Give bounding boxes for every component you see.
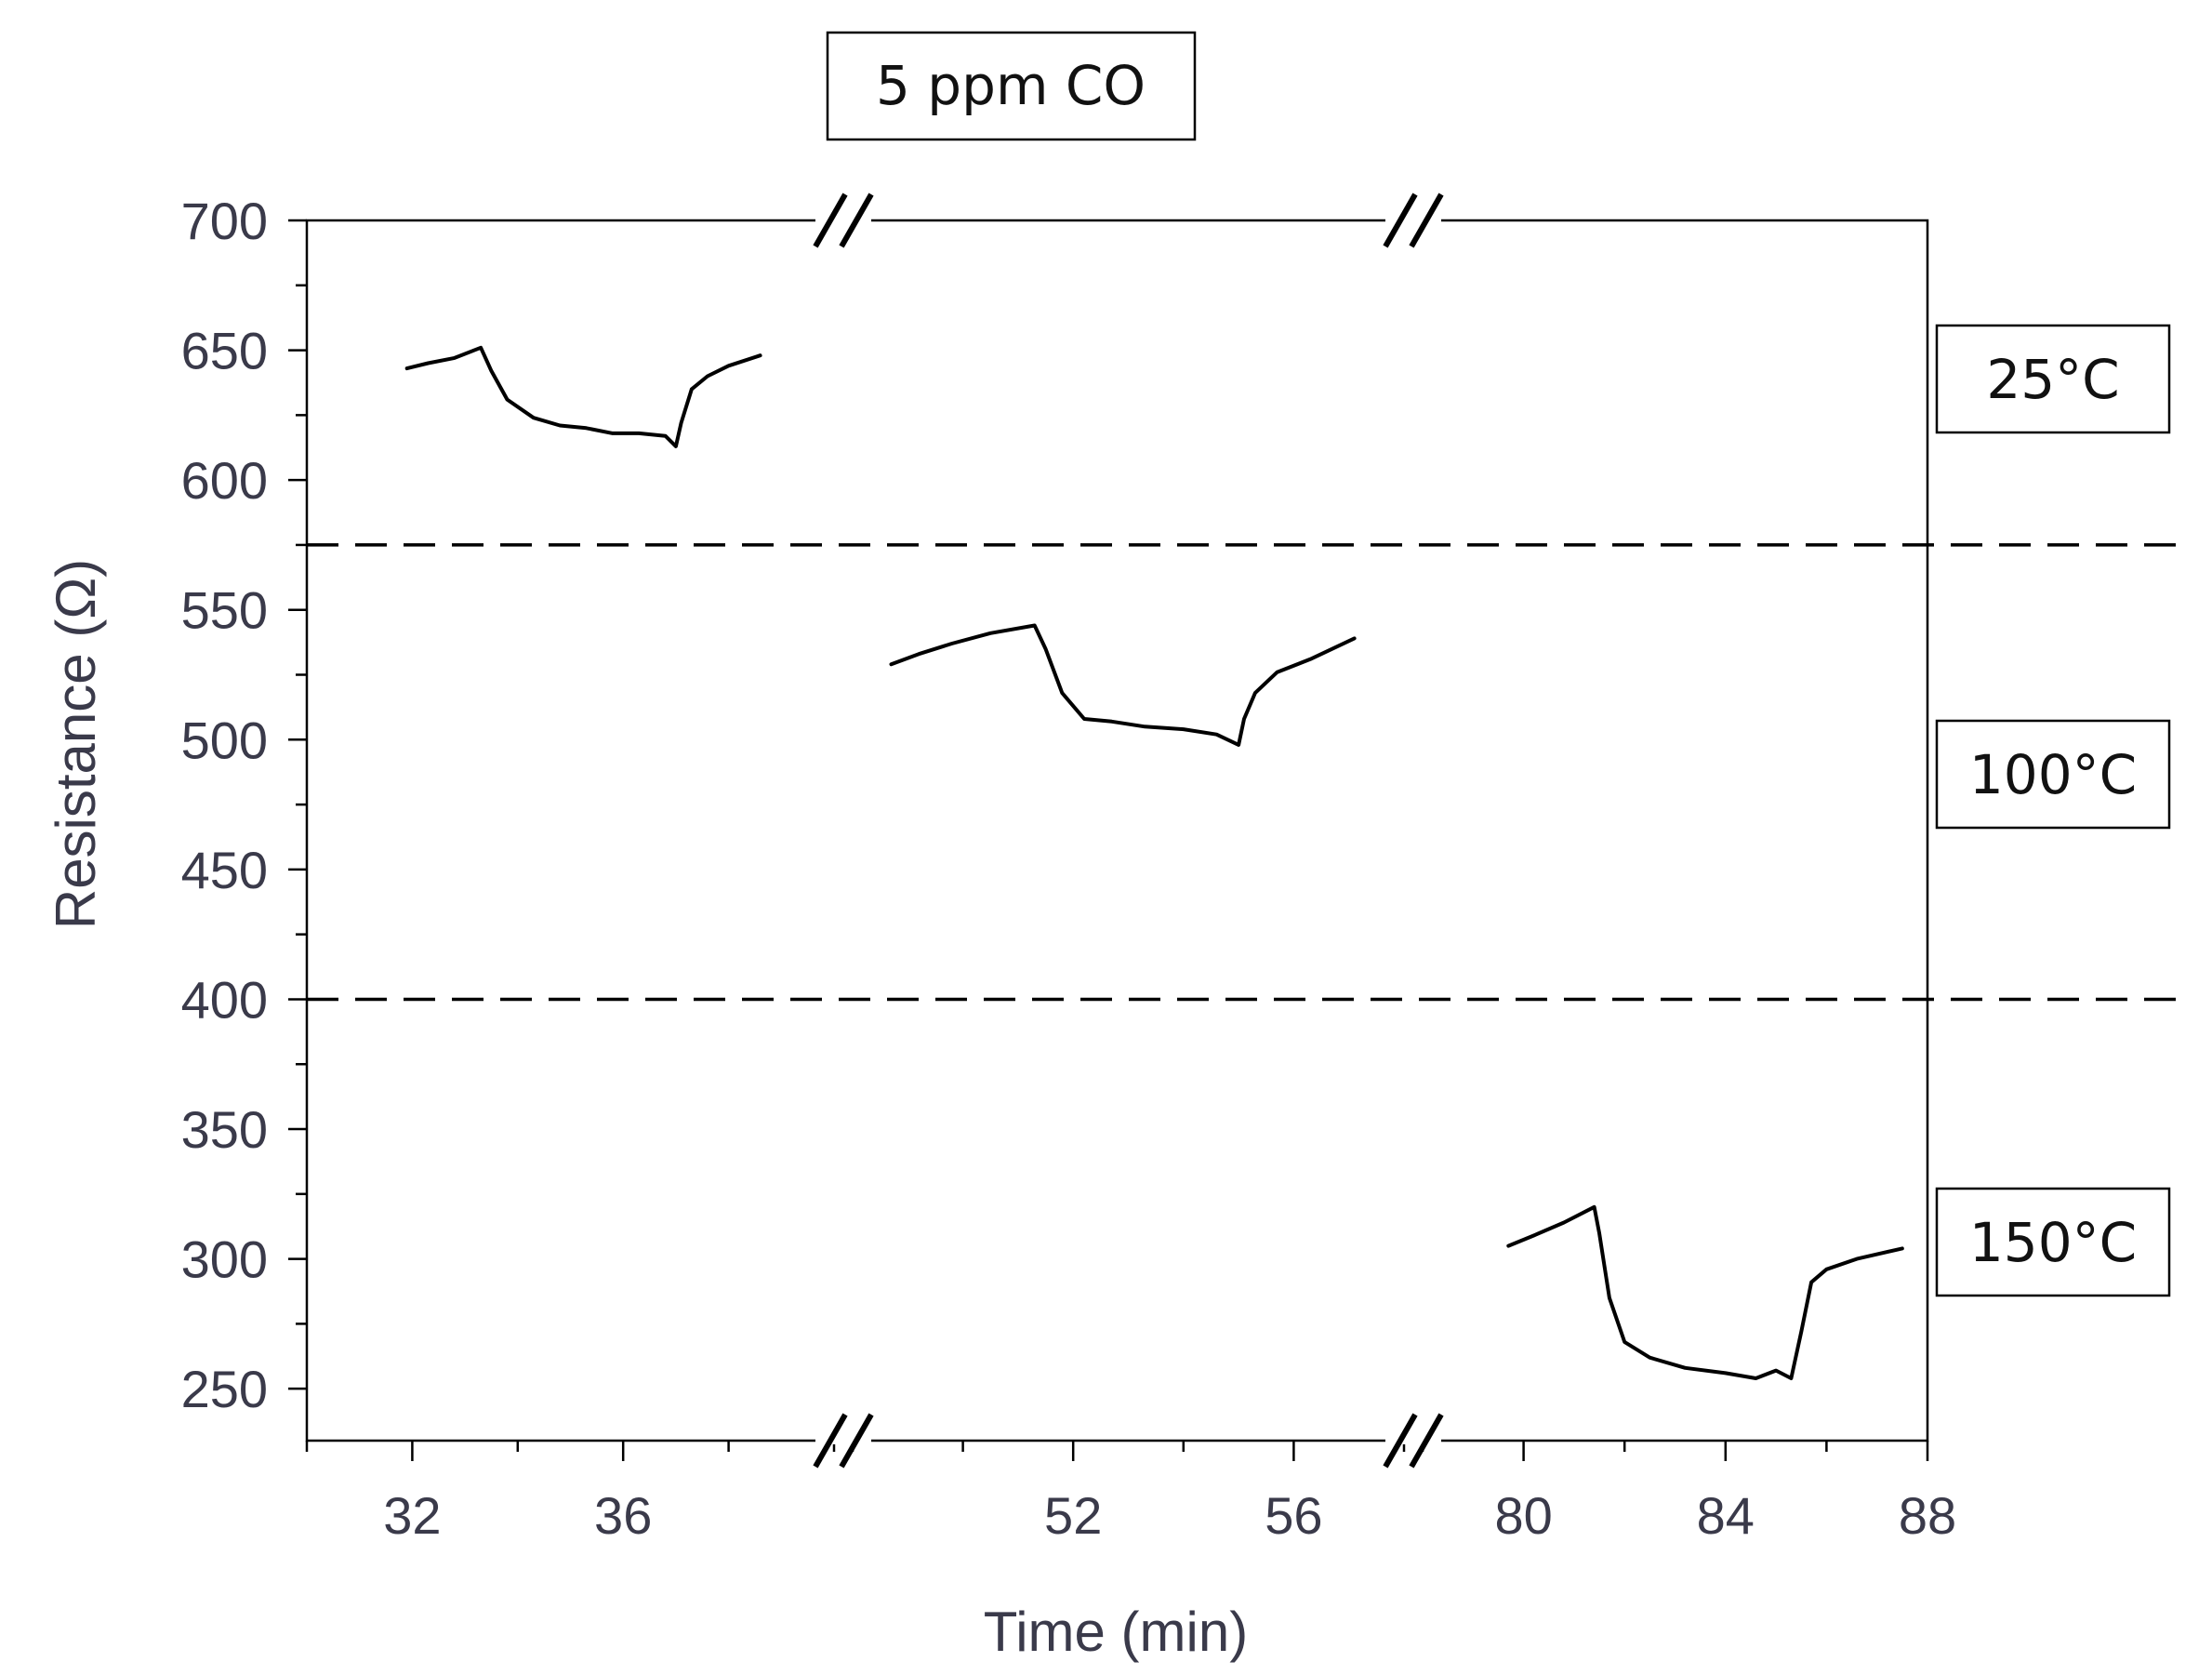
reference-lines [307,543,2180,1002]
data-series [404,345,1904,1380]
axis-break-gap [815,217,871,224]
temperature-labels: 25°C 100°C 150°C [1935,324,2171,1297]
temperature-box [1935,1187,2171,1297]
series-line [1506,1204,1904,1380]
y-axis-label: Resistance (Ω) [45,559,107,929]
y-tick-label: 550 [181,581,268,640]
axis-break-mark [813,193,848,248]
x-tick-label: 88 [1899,1486,1956,1545]
x-tick-label: 84 [1697,1486,1755,1545]
x-tick-label: 52 [1044,1486,1102,1545]
title-box [826,31,1197,141]
axis-break-mark [813,1413,848,1469]
series-line [404,345,762,448]
x-tick-label: 32 [383,1486,441,1545]
y-tick-label: 250 [181,1360,268,1418]
x-tick-label: 80 [1494,1486,1552,1545]
temperature-box [1935,324,2171,434]
axis-break-mark [1383,1413,1418,1469]
temperature-label: 100°C [1969,743,2137,806]
axis-break-gap [1385,1437,1441,1444]
y-tick-label: 300 [181,1230,268,1289]
y-axis: 250 300 350 400 450 500 550 600 650 700 [181,192,307,1418]
axis-break-gap [815,1437,871,1444]
y-tick-label: 700 [181,192,268,250]
temperature-box [1935,719,2171,830]
temperature-label: 25°C [1986,348,2119,411]
axis-breaks [813,193,1444,1469]
y-tick-label: 650 [181,322,268,380]
x-axis: 32 36 52 56 80 84 88 [305,1441,1956,1545]
x-tick-label: 56 [1265,1486,1322,1545]
x-axis-label: Time (min) [984,1601,1248,1663]
x-tick-label: 36 [594,1486,652,1545]
chart-title: 5 ppm CO [876,54,1146,117]
temperature-label: 150°C [1969,1211,2137,1274]
y-tick-label: 500 [181,711,268,769]
axis-break-mark [1409,1413,1444,1469]
axis-break-mark [1409,193,1444,248]
axis-break-mark [839,1413,874,1469]
axis-break-mark [1383,193,1418,248]
axis-break-gap [1385,217,1441,224]
y-tick-label: 350 [181,1100,268,1159]
y-tick-label: 600 [181,451,268,510]
plot-frame [305,219,1929,1442]
series-line [889,623,1357,747]
axis-break-mark [839,193,874,248]
y-tick-label: 400 [181,970,268,1029]
y-tick-label: 450 [181,841,268,899]
